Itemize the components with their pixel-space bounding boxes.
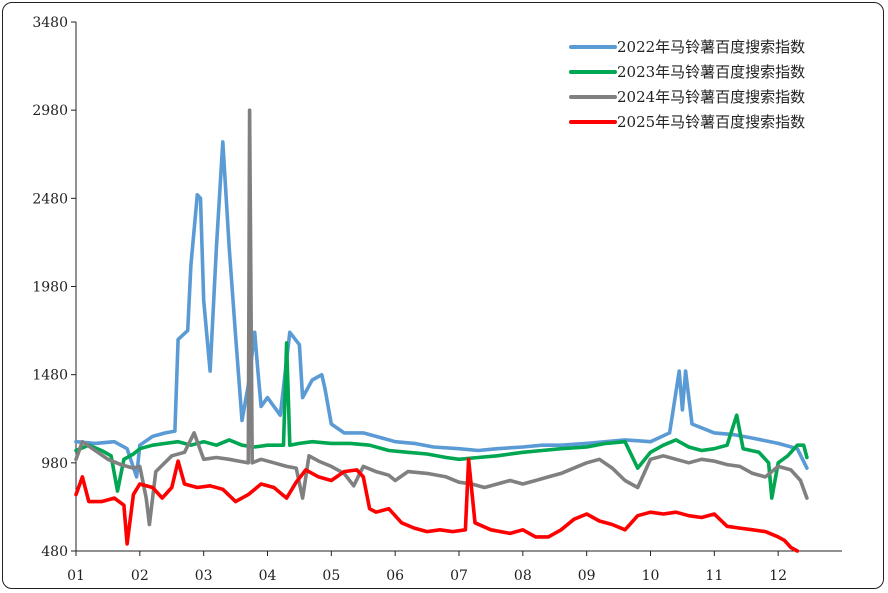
legend: 2022年马铃薯百度搜索指数 2023年马铃薯百度搜索指数 2024年马铃薯百度搜索… [569,38,805,131]
x-tick-label: 02 [131,568,149,584]
legend-label: 2022年马铃薯百度搜索指数 [617,38,805,56]
x-tick-label: 04 [259,568,277,584]
series-line-2023 [74,341,809,500]
y-tick-label: 3480 [32,15,68,31]
x-tick-label: 03 [195,568,213,584]
legend-label: 2025年马铃薯百度搜索指数 [617,113,805,131]
series-line-2025 [74,457,800,553]
legend-label: 2023年马铃薯百度搜索指数 [617,63,805,81]
x-tick-label: 07 [450,568,468,584]
x-tick-label: 11 [705,568,723,584]
y-tick-label: 2480 [32,191,68,207]
x-tick-label: 12 [769,568,787,584]
x-tick-label: 10 [642,568,660,584]
x-tick-label: 09 [578,568,596,584]
y-tick-label: 1980 [32,280,68,296]
series-line-2022 [74,140,809,479]
axes: 480 980 1480 1980 2480 2980 3480 01 02 03 04 05 06 07… [32,15,842,584]
x-tick-label: 08 [514,568,532,584]
y-tick-label: 980 [41,456,68,472]
y-tick-label: 1480 [32,368,68,384]
series-group [74,108,809,553]
x-tick-label: 01 [67,568,85,584]
x-tick-label: 05 [322,568,340,584]
y-tick-label: 2980 [32,103,68,119]
legend-label: 2024年马铃薯百度搜索指数 [617,88,805,106]
y-tick-label: 480 [41,544,68,560]
series-line-2024 [74,108,809,527]
x-tick-label: 06 [386,568,404,584]
